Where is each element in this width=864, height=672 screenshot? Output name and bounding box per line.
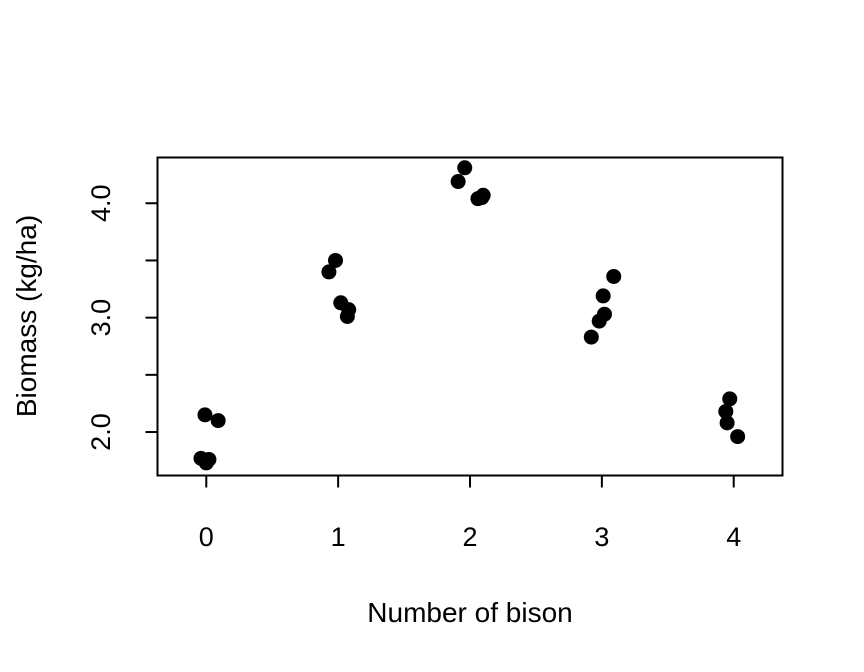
x-axis-label: Number of bison	[367, 597, 572, 628]
data-point	[321, 264, 337, 280]
data-point	[198, 455, 214, 471]
y-tick-label: 3.0	[86, 299, 116, 337]
data-point	[328, 252, 344, 268]
data-point	[606, 268, 622, 284]
data-point	[339, 309, 355, 324]
data-point	[718, 403, 734, 419]
y-axis: 2.0 3.0 4.0	[86, 184, 159, 451]
data-point	[457, 160, 473, 176]
data-points	[193, 160, 746, 471]
data-point	[474, 190, 490, 206]
data-point	[596, 306, 612, 322]
data-point	[722, 391, 738, 407]
y-tick-label: 4.0	[86, 184, 116, 222]
data-point	[197, 407, 213, 423]
x-tick-label: 4	[726, 522, 741, 552]
x-tick-label: 0	[199, 522, 214, 552]
data-point	[730, 429, 746, 445]
x-tick-label: 1	[331, 522, 346, 552]
data-point	[595, 288, 611, 304]
data-point	[450, 174, 466, 190]
data-point	[210, 413, 226, 429]
plot-frame	[156, 156, 784, 477]
y-tick-label: 2.0	[86, 413, 116, 451]
x-axis: 0 1 2 3 4	[199, 474, 741, 552]
x-tick-label: 3	[594, 522, 609, 552]
data-point	[719, 415, 735, 431]
y-axis-label: Biomass (kg/ha)	[11, 215, 42, 417]
x-tick-label: 2	[462, 522, 477, 552]
data-point	[583, 329, 599, 345]
